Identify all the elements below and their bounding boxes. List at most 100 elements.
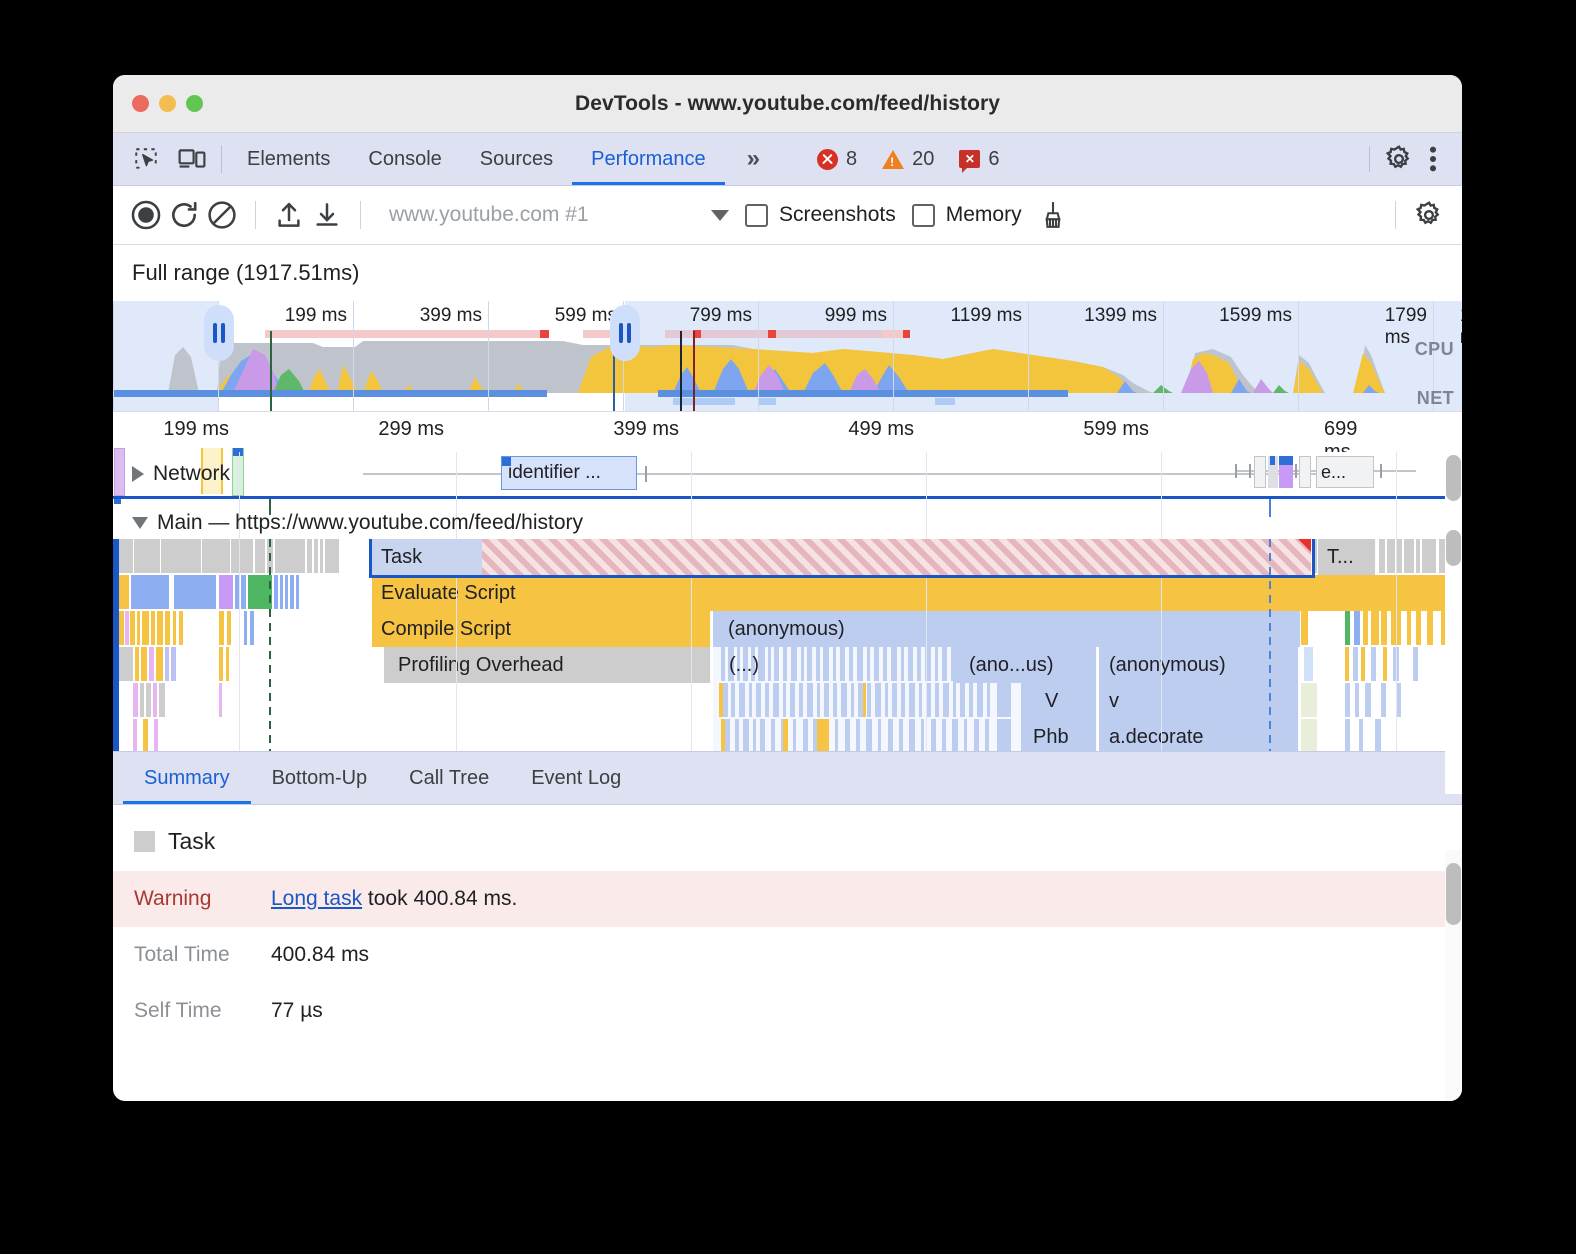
- tab-call-tree[interactable]: Call Tree: [388, 752, 510, 804]
- warning-count: 20: [912, 147, 935, 170]
- tab-event-log[interactable]: Event Log: [510, 752, 642, 804]
- track-main-title[interactable]: Main — https://www.youtube.com/feed/hist…: [132, 511, 583, 535]
- screenshots-checkbox[interactable]: Screenshots: [745, 203, 896, 227]
- flame-bar-a-decorate[interactable]: a.decorate: [1099, 719, 1299, 751]
- kebab-menu-icon[interactable]: [1418, 144, 1448, 174]
- flame-bar-t[interactable]: T...: [1318, 539, 1376, 575]
- network-request-bar-2[interactable]: e...: [1316, 456, 1374, 488]
- network-request-label: identifier ...: [508, 462, 601, 483]
- flamechart-left-edge: [113, 539, 119, 751]
- long-task-link[interactable]: Long task: [271, 887, 363, 910]
- screenshots-label: Screenshots: [779, 203, 896, 226]
- event-color-swatch: [134, 831, 155, 852]
- full-range-header: Full range (1917.51ms): [113, 245, 1462, 301]
- profile-select[interactable]: www.youtube.com #1: [389, 203, 729, 227]
- gear-icon[interactable]: [1384, 144, 1414, 174]
- violation-badge[interactable]: ✕ 6: [950, 148, 1008, 173]
- flame-bar-evaluate-script[interactable]: Evaluate Script: [372, 575, 1462, 611]
- flame-bar-phb[interactable]: Phb: [1021, 719, 1097, 751]
- flame-tick-label: 199 ms: [163, 418, 229, 440]
- tabbar-right-actions: [1359, 133, 1462, 185]
- reload-record-icon[interactable]: [165, 196, 203, 234]
- overview-tick: [1163, 301, 1164, 411]
- overview-marker-red: [693, 331, 695, 411]
- overview-tick-label: 599 ms: [554, 305, 617, 326]
- overview-marker-green: [270, 331, 272, 411]
- flamechart-dense-center: [713, 647, 1023, 751]
- track-main-label: Main — https://www.youtube.com/feed/hist…: [157, 511, 584, 534]
- track-network-header[interactable]: Network: [132, 462, 230, 486]
- clear-icon[interactable]: [203, 196, 241, 234]
- capture-settings-gear-icon[interactable]: [1410, 196, 1448, 234]
- minimize-window-button[interactable]: [159, 95, 176, 112]
- main-track-marker: [114, 499, 121, 504]
- flame-bar-v-upper[interactable]: V: [1021, 683, 1097, 719]
- flame-bar-task[interactable]: Task: [369, 539, 1315, 578]
- flame-bar-v-lower[interactable]: v: [1099, 683, 1299, 719]
- tab-console-label: Console: [368, 147, 442, 170]
- tab-sources-label: Sources: [479, 147, 554, 170]
- flame-bar-compile-script[interactable]: Compile Script: [372, 611, 711, 647]
- window-titlebar: DevTools - www.youtube.com/feed/history: [113, 75, 1462, 133]
- track-main-header[interactable]: Main — https://www.youtube.com/feed/hist…: [113, 499, 1462, 539]
- flame-bar-task-warning-icon: [1298, 539, 1311, 552]
- tab-console[interactable]: Console: [349, 133, 460, 185]
- main-marker-blue: [1269, 499, 1271, 517]
- overview-tick: [1433, 301, 1434, 411]
- network-bar-4[interactable]: [1299, 456, 1311, 488]
- panel-tabs: Elements Console Sources Performance: [228, 133, 725, 185]
- flamechart[interactable]: Task T... T...k Evaluate Script F...k: [113, 539, 1462, 751]
- flame-bar-anonymous-1[interactable]: (anonymous): [713, 611, 1301, 647]
- timeline-overview[interactable]: 199 ms 399 ms 599 ms 799 ms 999 ms 1199 …: [113, 301, 1462, 412]
- error-badge[interactable]: 8: [808, 148, 866, 171]
- tab-elements[interactable]: Elements: [228, 133, 349, 185]
- flame-bar-profiling-overhead-label: Profiling Overhead: [398, 653, 564, 676]
- flame-bar-ellipsis[interactable]: (...): [720, 647, 780, 683]
- close-window-button[interactable]: [132, 95, 149, 112]
- overview-window-left-handle[interactable]: [204, 305, 234, 361]
- memory-label: Memory: [945, 203, 1022, 226]
- memory-checkbox[interactable]: Memory: [911, 203, 1022, 227]
- flame-bar-anonymous-2[interactable]: (anonymous): [1099, 647, 1299, 683]
- record-circle-icon[interactable]: [127, 196, 165, 234]
- maximize-window-button[interactable]: [186, 95, 203, 112]
- flame-bar-phb-label: Phb: [1033, 725, 1069, 748]
- overview-tick-label: 1199 ms: [950, 305, 1022, 326]
- flame-tick-label: 599 ms: [1083, 418, 1149, 440]
- flame-bar-anonymous-2-label: (anonymous): [1109, 653, 1226, 676]
- full-range-label: Full range (1917.51ms): [132, 260, 360, 285]
- tracks-scrollbar-thumb-2[interactable]: [1446, 530, 1461, 566]
- issue-badges: 8 20 ✕ 6: [808, 133, 1009, 185]
- tracks-scrollbar-track[interactable]: [1445, 451, 1462, 794]
- flamechart-dense-left: [119, 539, 339, 751]
- broom-icon[interactable]: [1034, 196, 1072, 234]
- warning-label: Warning: [134, 887, 212, 910]
- self-time-key: Self Time: [134, 999, 222, 1022]
- device-toolbar-icon[interactable]: [177, 144, 207, 174]
- network-bar-1[interactable]: [1254, 456, 1266, 488]
- flame-bar-profiling-overhead[interactable]: Profiling Overhead: [384, 647, 711, 683]
- warning-badge[interactable]: 20: [873, 148, 943, 171]
- tracks-scrollbar-thumb-1[interactable]: [1446, 455, 1461, 501]
- window-title: DevTools - www.youtube.com/feed/history: [574, 91, 1001, 115]
- network-request-bar[interactable]: identifier ...: [501, 456, 637, 490]
- tab-bottom-up[interactable]: Bottom-Up: [251, 752, 389, 804]
- screenshots-checkbox-box: [745, 203, 768, 227]
- tab-sources[interactable]: Sources: [461, 133, 572, 185]
- summary-scrollbar-thumb[interactable]: [1446, 863, 1461, 925]
- upload-profile-icon[interactable]: [270, 196, 308, 234]
- inspect-element-icon[interactable]: [131, 144, 161, 174]
- more-tabs-icon[interactable]: »: [725, 133, 778, 185]
- overview-frames-bar: [265, 330, 910, 338]
- tab-summary[interactable]: Summary: [123, 752, 251, 804]
- summary-total-time-row: Total Time 400.84 ms: [113, 927, 1462, 983]
- network-bar-2-dot: [1270, 456, 1275, 465]
- overview-tick-label: 799 ms: [689, 305, 752, 326]
- overview-window-right-handle[interactable]: [610, 305, 640, 361]
- self-time-value: 77 µs: [271, 999, 323, 1022]
- download-profile-icon[interactable]: [308, 196, 346, 234]
- toolbar-divider: [221, 145, 222, 173]
- tab-performance[interactable]: Performance: [572, 133, 725, 185]
- flame-bar-anon-us[interactable]: (ano...us): [953, 647, 1097, 683]
- track-network[interactable]: Network identifier ... e...: [113, 448, 1462, 499]
